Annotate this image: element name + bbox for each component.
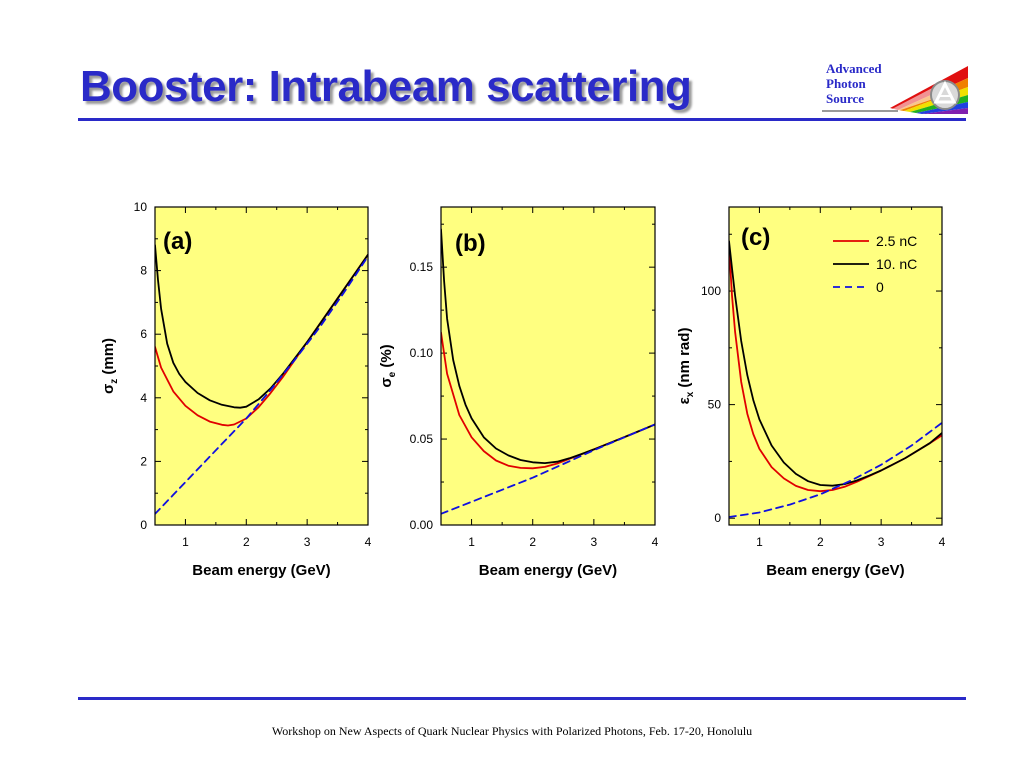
- series-group: [441, 228, 655, 515]
- y-label-unit: (mm): [100, 338, 117, 379]
- plot-frame: [154, 206, 369, 526]
- series-group: [729, 240, 942, 518]
- series-group: [155, 244, 368, 515]
- logo-line-3: Source: [826, 91, 865, 106]
- title-rule: [78, 118, 966, 121]
- chart-panel-2: 1 2 3 4 0.00 0.05 0.10 0.15 (b) Beam energy (GeV)…: [378, 206, 659, 579]
- logo-line-1: Advanced: [826, 61, 882, 76]
- y-tick-label: 6: [140, 327, 147, 341]
- legend-label: 2.5 nC: [876, 233, 917, 249]
- x-tick-label: 2: [529, 535, 536, 549]
- y-tick-label: 8: [140, 264, 147, 278]
- y-axis-label: εx (nm rad): [676, 328, 696, 405]
- aps-logo: Advanced Photon Source: [818, 58, 970, 116]
- plot-background: [155, 207, 368, 525]
- x-tick-label: 3: [304, 535, 311, 549]
- y-label-subscript: x: [685, 391, 696, 397]
- y-label-subscript: e: [387, 371, 398, 377]
- x-tick-label: 1: [468, 535, 475, 549]
- legend-label: 0: [876, 279, 884, 295]
- plot-frame: [440, 206, 656, 526]
- y-tick-label: 0.00: [410, 518, 434, 532]
- x-tick-label: 2: [817, 535, 824, 549]
- y-label-unit: (%): [378, 344, 395, 372]
- x-tick-label: 4: [652, 535, 659, 549]
- x-tick-label: 4: [365, 535, 372, 549]
- plot-background: [729, 207, 942, 525]
- chart-panel-3: 1 2 3 4 0 50 100 (c) Beam energy (GeV) εx (nm rad…: [676, 206, 946, 579]
- x-axis-label: Beam energy (GeV): [479, 562, 617, 579]
- plot-background: [441, 207, 655, 525]
- rainbow-prism-icon: [890, 66, 968, 114]
- y-tick-label: 0.10: [410, 346, 434, 360]
- y-tick-label: 50: [708, 398, 722, 412]
- y-axis-label: σz (mm): [100, 338, 120, 394]
- x-tick-label: 4: [939, 535, 946, 549]
- series-line-10-nc: [441, 228, 655, 465]
- y-label-subscript: z: [109, 379, 120, 384]
- y-label-symbol: ε: [676, 397, 693, 404]
- logo-line-2: Photon: [826, 76, 866, 91]
- y-tick-label: 0: [140, 518, 147, 532]
- x-tick-label: 1: [756, 535, 763, 549]
- x-axis-label: Beam energy (GeV): [192, 562, 330, 579]
- legend: 2.5 nC 10. nC 0: [833, 233, 917, 295]
- slide-title: Booster: Intrabeam scattering: [80, 62, 692, 111]
- y-axis-label: σe (%): [378, 344, 398, 387]
- footer-rule: [78, 697, 966, 700]
- y-tick-label: 0.05: [410, 432, 434, 446]
- panel-label: (c): [741, 224, 770, 251]
- series-line-0: [155, 255, 368, 515]
- y-tick-label: 2: [140, 454, 147, 468]
- panel-label: (b): [455, 230, 486, 257]
- plot-frame: [728, 206, 943, 526]
- y-label-symbol: σ: [378, 377, 395, 387]
- x-tick-label: 2: [243, 535, 250, 549]
- y-label-unit: (nm rad): [676, 328, 693, 392]
- chart-panel-1: 1 2 3 4 0 2 4 6 8 10 (a) Beam energy (GeV) σz (mm): [100, 200, 372, 579]
- y-label-symbol: σ: [100, 384, 117, 394]
- x-axis-label: Beam energy (GeV): [766, 562, 904, 579]
- logo-underline: [822, 110, 898, 112]
- x-tick-label: 3: [591, 535, 598, 549]
- y-tick-label: 4: [140, 391, 147, 405]
- y-tick-label: 100: [701, 284, 721, 298]
- panel-label: (a): [163, 228, 192, 255]
- y-tick-label: 10: [134, 200, 148, 214]
- logo-text: Advanced Photon Source: [826, 61, 906, 106]
- legend-label: 10. nC: [876, 256, 917, 272]
- series-line-10-nc: [155, 244, 368, 409]
- series-line-0: [729, 421, 942, 518]
- series-line-10-nc: [729, 240, 942, 487]
- x-tick-label: 1: [182, 535, 189, 549]
- x-tick-label: 3: [878, 535, 885, 549]
- footer-text: Workshop on New Aspects of Quark Nuclear…: [271, 724, 753, 738]
- y-tick-label: 0.15: [410, 260, 434, 274]
- y-tick-label: 0: [714, 511, 721, 525]
- series-line-0: [441, 423, 655, 515]
